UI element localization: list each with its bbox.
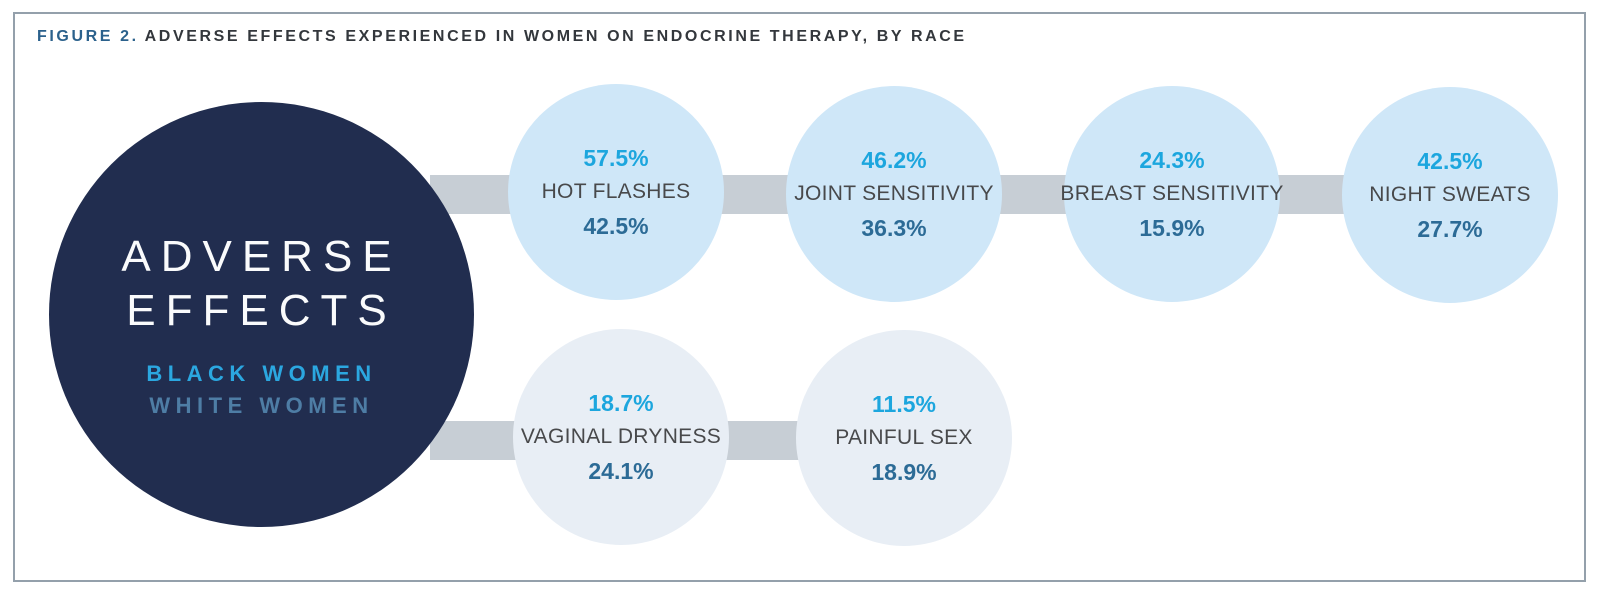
white-women-value: 36.3% bbox=[861, 215, 927, 241]
figure-panel: FIGURE 2. ADVERSE EFFECTS EXPERIENCED IN … bbox=[13, 12, 1586, 582]
black-women-value: 46.2% bbox=[861, 147, 927, 173]
white-women-value: 18.9% bbox=[871, 459, 937, 485]
figure-number: FIGURE 2. bbox=[37, 28, 139, 45]
black-women-value: 18.7% bbox=[588, 390, 654, 416]
figure-title-text: ADVERSE EFFECTS EXPERIENCED IN WOMEN ON … bbox=[144, 28, 967, 45]
black-women-value: 11.5% bbox=[872, 391, 936, 417]
hub-title-line2: EFFECTS bbox=[126, 286, 397, 335]
effect-label: PAINFUL SEX bbox=[835, 426, 973, 449]
black-women-value: 57.5% bbox=[583, 145, 649, 171]
figure-caption: FIGURE 2. ADVERSE EFFECTS EXPERIENCED IN … bbox=[37, 28, 967, 46]
effect-label: BREAST SENSITIVITY bbox=[1060, 182, 1284, 205]
effect-label: JOINT SENSITIVITY bbox=[794, 182, 994, 205]
effect-label: VAGINAL DRYNESS bbox=[520, 425, 722, 448]
effect-circle-painful-sex: 11.5% PAINFUL SEX 18.9% bbox=[796, 330, 1012, 546]
effect-circle-hot-flashes: 57.5% HOT FLASHES 42.5% bbox=[508, 84, 724, 300]
white-women-value: 42.5% bbox=[583, 213, 649, 239]
effect-circle-night-sweats: 42.5% NIGHT SWEATS 27.7% bbox=[1342, 87, 1558, 303]
white-women-value: 15.9% bbox=[1139, 215, 1205, 241]
effect-label: NIGHT SWEATS bbox=[1369, 183, 1531, 206]
legend-black-women: BLACK WOMEN bbox=[146, 361, 377, 386]
black-women-value: 24.3% bbox=[1139, 147, 1205, 173]
legend-white-women: WHITE WOMEN bbox=[149, 393, 374, 418]
effect-circle-breast-sensitivity: 24.3% BREAST SENSITIVITY 15.9% bbox=[1060, 86, 1283, 302]
white-women-value: 24.1% bbox=[588, 458, 654, 484]
hub-title-line1: ADVERSE bbox=[121, 232, 402, 281]
effect-circle-joint-sensitivity: 46.2% JOINT SENSITIVITY 36.3% bbox=[786, 86, 1002, 302]
effect-circle-vaginal-dryness: 18.7% VAGINAL DRYNESS 24.1% bbox=[513, 329, 729, 545]
effect-label: HOT FLASHES bbox=[541, 180, 691, 203]
hub-circle-adverse-effects: ADVERSE EFFECTS BLACK WOMEN WHITE WOMEN bbox=[49, 102, 474, 527]
white-women-value: 27.7% bbox=[1417, 216, 1483, 242]
black-women-value: 42.5% bbox=[1417, 148, 1483, 174]
